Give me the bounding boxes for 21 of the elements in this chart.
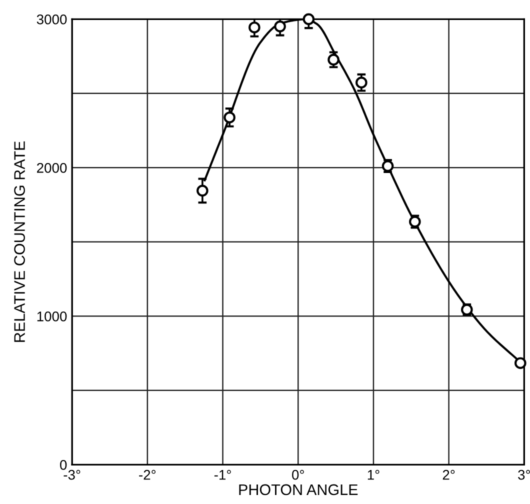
point [224,112,236,124]
x-tick-label: 2° [442,470,455,480]
y-axis-title: RELATIVE COUNTING RATE [14,141,25,342]
point [356,76,368,88]
x-tick-label: -3° [64,470,80,480]
x-tick-label: 0° [292,470,304,480]
x-axis-title: PHOTON ANGLE [239,484,358,496]
point [328,54,340,66]
y-tick-label: 0 [60,460,67,470]
point [248,22,260,34]
x-tick-label: -1° [214,470,231,480]
point [302,13,315,26]
point [196,184,208,197]
x-tick-label: -2° [139,470,156,480]
x-tick-label: 1° [368,470,380,480]
point [274,20,286,32]
y-tick-label: 2000 [37,163,67,173]
point [514,357,526,370]
x-tick-label: 3° [518,470,530,480]
y-tick-label: 1000 [37,312,67,322]
y-tick-label: 3000 [36,14,67,24]
